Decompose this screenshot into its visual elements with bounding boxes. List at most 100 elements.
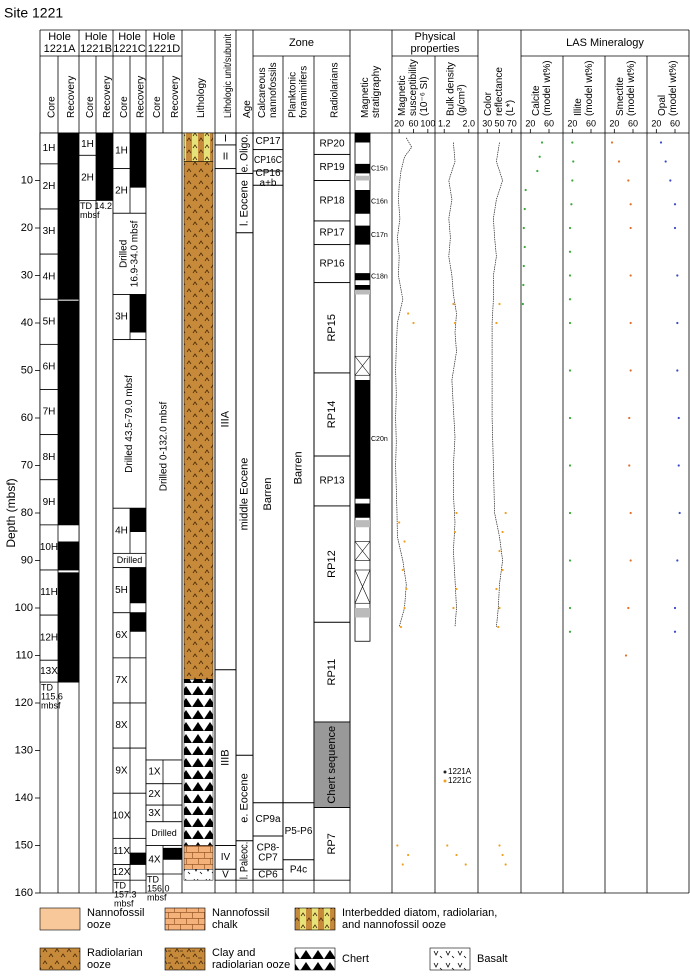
data-point (676, 274, 679, 277)
radiolarians-label: RP20 (319, 138, 344, 149)
core-label: 4H (115, 525, 128, 536)
total-depth-label: 156.0 (147, 883, 170, 893)
core-label: 12H (40, 632, 58, 643)
column-header-nannofossils: nannofossils (268, 62, 279, 118)
nannofossils-label: CP17 (255, 136, 280, 147)
depth-tick-label: 30 (21, 269, 33, 281)
normal-polarity (355, 285, 370, 290)
legend-swatch (294, 947, 336, 971)
panel-tick-label: 50 (494, 118, 504, 128)
data-trace (491, 142, 503, 628)
legend-label: and nannofossil ooze (342, 919, 446, 931)
core-label: 12X (113, 867, 131, 878)
data-point (399, 625, 403, 629)
panel-header: Magnetic (397, 75, 408, 116)
age-label: l. Eocene (238, 180, 250, 226)
foraminifers-label: P5-P6 (285, 826, 313, 837)
data-point (501, 530, 504, 534)
data-point (676, 369, 679, 372)
data-point (401, 568, 404, 572)
units-label: IV (221, 852, 231, 863)
nannofossils-label: CP7 (258, 852, 278, 863)
data-point (498, 844, 501, 847)
lithology-interval (183, 845, 214, 870)
core-interval (112, 657, 147, 704)
core-label: 5H (115, 585, 128, 596)
units-label: V (222, 869, 229, 880)
core-label: 6X (115, 630, 128, 641)
depth-tick-label: 10 (21, 174, 33, 186)
legend-swatch (164, 947, 206, 971)
recovery-bar (58, 163, 79, 209)
core-label: 4X (148, 854, 161, 865)
radiolarians-label: RP11 (326, 659, 338, 686)
uncertain-polarity (355, 175, 370, 181)
depth-tick-label: 130 (15, 744, 33, 756)
data-point (568, 511, 572, 515)
panel-tick-label: 60 (586, 118, 596, 128)
data-point (659, 141, 663, 144)
panel-tick-label: 60 (408, 118, 418, 128)
normal-polarity (355, 190, 370, 214)
nannofossils-label: CP16C (254, 155, 282, 166)
column-header-radiolarians: Radiolarians (330, 62, 341, 118)
panel-header: (model wt%) (626, 60, 637, 116)
radiolarians-label: Chert sequence (326, 726, 338, 804)
total-depth-label: mbsf (147, 892, 167, 902)
panel-header: Opal (657, 95, 668, 116)
drilled-label: Drilled (119, 240, 130, 268)
group-header: properties (411, 43, 460, 55)
recovery-bar (130, 294, 146, 333)
radiolarians-label: RP16 (319, 258, 344, 269)
column-header-foraminifers: Planktonic (288, 72, 299, 118)
legend-label: Chert (342, 953, 369, 965)
total-depth-label: 157.3 (114, 890, 137, 900)
hole-header: 1221A (44, 43, 76, 55)
chron-label: C15n (371, 165, 388, 172)
data-point (455, 853, 458, 857)
uncertain-polarity (355, 608, 370, 618)
panel-header: Bulk density (446, 62, 457, 116)
panel-tick-label: 70 (507, 118, 517, 128)
legend-label: radiolarian ooze (212, 959, 290, 971)
data-point (521, 302, 524, 306)
nannofossils-label: CP16 (255, 168, 280, 179)
data-point (538, 155, 541, 158)
core-label: 2H (81, 173, 94, 184)
hole-header: Hole (118, 31, 141, 43)
recovery-bar (130, 133, 146, 169)
data-point (464, 863, 467, 866)
panel-tick-label: 20 (567, 118, 577, 128)
legend-label: Radiolarian (87, 947, 143, 959)
recovery-column-header: Recovery (136, 76, 147, 118)
radiolarians-label: RP13 (319, 476, 344, 487)
recovery-bar (58, 660, 79, 683)
total-depth-label: 115.6 (41, 691, 63, 701)
drilled-label: Drilled (151, 828, 177, 838)
group-header: Physical (415, 31, 456, 43)
core-label: 2H (115, 186, 128, 197)
data-point (403, 540, 406, 543)
panel-header: Smectite (615, 77, 626, 116)
data-point (523, 245, 526, 249)
recovery-bar (58, 133, 79, 164)
core-label: 4H (43, 271, 56, 282)
recovery-bar (130, 612, 146, 632)
radiolarians-interval (313, 721, 351, 808)
core-column-header: Core (152, 96, 163, 118)
core-label: 8H (43, 452, 56, 463)
recovery-bar (163, 847, 182, 860)
depth-tick-label: 60 (21, 412, 33, 424)
data-point (504, 863, 507, 866)
data-point (403, 606, 406, 610)
data-trace (395, 137, 413, 628)
depth-tick-label: 150 (15, 839, 33, 851)
chron-label: C17n (371, 232, 388, 239)
recovery-bar (96, 155, 113, 201)
core-interval (145, 132, 183, 761)
data-point (568, 274, 572, 277)
data-point (610, 141, 614, 144)
data-point (673, 606, 677, 610)
core-label: 11X (113, 846, 130, 857)
panel-header: (model wt%) (584, 60, 595, 116)
